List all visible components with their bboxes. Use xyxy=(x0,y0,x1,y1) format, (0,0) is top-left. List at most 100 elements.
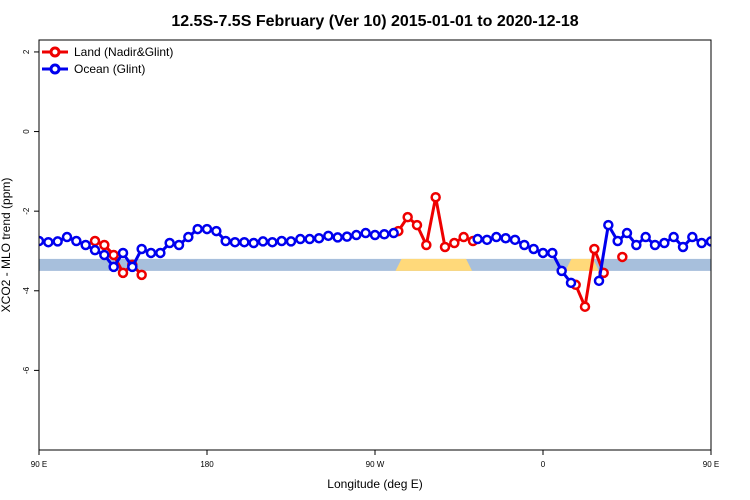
ocean-data-point xyxy=(285,236,297,247)
land-data-point xyxy=(108,249,119,261)
chart-title: 12.5S-7.5S February (Ver 10) 2015-01-01 … xyxy=(171,13,578,30)
legend-ocean-label: Ocean (Glint) xyxy=(74,62,145,76)
ocean-data-point xyxy=(631,239,642,251)
x-tick-label: 90 E xyxy=(703,460,719,469)
land-data-point xyxy=(421,239,432,251)
ocean-data-point xyxy=(61,231,73,243)
legend-ocean-marker xyxy=(49,63,61,75)
ocean-data-point xyxy=(304,233,315,245)
ocean-data-point xyxy=(332,232,343,243)
ocean-data-point xyxy=(726,237,734,245)
legend-entry-land: Land (Nadir&Glint) xyxy=(42,45,173,59)
ocean-data-point xyxy=(509,234,521,246)
ocean-data-point xyxy=(687,231,698,243)
ocean-data-point xyxy=(369,229,381,241)
series-layer xyxy=(39,191,750,312)
ocean-data-point xyxy=(248,237,259,249)
x-tick-label: 0 xyxy=(541,460,546,469)
ocean-data-point xyxy=(295,233,306,245)
ocean-data-point xyxy=(173,239,185,251)
ocean-data-point xyxy=(537,247,549,259)
ocean-data-point xyxy=(379,229,390,240)
ocean-data-point xyxy=(71,235,82,247)
ocean-data-point xyxy=(491,231,502,243)
ocean-data-point xyxy=(351,229,362,241)
land-data-point xyxy=(617,251,628,263)
ocean-data-point xyxy=(603,219,614,231)
x-axis: 90 E 180 90 W 0 90 E xyxy=(31,450,719,469)
ocean-data-point xyxy=(556,265,567,277)
ocean-data-point xyxy=(472,233,483,245)
y-axis: 2 0 -2 -4 -6 xyxy=(22,49,39,374)
ocean-data-point xyxy=(528,243,539,255)
ocean-data-point xyxy=(705,236,711,247)
land-data-point xyxy=(411,219,423,231)
legend-land-label: Land (Nadir&Glint) xyxy=(74,45,173,59)
land-series-line xyxy=(574,247,606,309)
ocean-data-point xyxy=(117,247,129,259)
ocean-data-point xyxy=(39,235,45,247)
ocean-data-point xyxy=(211,225,222,237)
ocean-data-point xyxy=(108,261,119,273)
ocean-data-point xyxy=(360,227,371,239)
land-data-point xyxy=(458,231,469,243)
ocean-data-point xyxy=(593,275,605,287)
land-band-segment xyxy=(395,258,473,271)
ocean-data-point xyxy=(481,234,493,246)
ocean-data-point xyxy=(164,237,175,249)
reference-band xyxy=(39,258,711,271)
ocean-data-point xyxy=(136,243,147,255)
legend-land-marker xyxy=(49,46,61,58)
ocean-band xyxy=(39,258,711,271)
ocean-data-point xyxy=(229,236,241,248)
ocean-data-point xyxy=(127,261,138,273)
ocean-data-point xyxy=(267,236,278,248)
ocean-data-point xyxy=(519,239,530,251)
ocean-data-point xyxy=(220,235,231,247)
y-tick-label: 0 xyxy=(22,129,31,134)
y-tick-label: -4 xyxy=(22,287,31,295)
ocean-data-point xyxy=(659,237,670,249)
ocean-data-point xyxy=(239,236,250,248)
ocean-data-point xyxy=(735,233,743,241)
ocean-data-point xyxy=(201,223,213,235)
ocean-data-point xyxy=(145,247,157,259)
land-data-point xyxy=(589,243,600,255)
x-tick-label: 90 W xyxy=(366,460,385,469)
ocean-data-point xyxy=(500,232,511,244)
ocean-data-point xyxy=(621,227,633,239)
land-data-point xyxy=(402,211,413,223)
ocean-data-point xyxy=(677,241,689,253)
x-tick-label: 90 E xyxy=(31,460,47,469)
ocean-data-point xyxy=(341,231,353,242)
legend-entry-ocean: Ocean (Glint) xyxy=(42,62,145,76)
land-data-point xyxy=(579,301,591,312)
ocean-data-point xyxy=(565,277,577,289)
land-data-point xyxy=(136,269,147,281)
ocean-data-point xyxy=(192,223,203,235)
ocean-data-point xyxy=(52,236,63,247)
y-tick-label: -2 xyxy=(22,207,31,215)
ocean-data-point xyxy=(547,247,558,259)
ocean-data-point xyxy=(257,236,269,247)
y-tick-label: 2 xyxy=(22,49,31,54)
ocean-data-point xyxy=(155,247,166,259)
ocean-data-point xyxy=(43,236,54,248)
y-tick-label: -6 xyxy=(22,366,31,374)
ocean-data-point xyxy=(323,230,334,242)
land-data-point xyxy=(449,237,460,249)
ocean-data-point xyxy=(640,231,651,243)
ocean-data-point xyxy=(696,237,707,249)
ocean-data-point xyxy=(744,238,750,246)
x-axis-label: Longitude (deg E) xyxy=(327,477,422,491)
ocean-data-point xyxy=(183,231,194,243)
x-tick-label: 180 xyxy=(200,460,214,469)
ocean-data-point xyxy=(99,249,110,261)
ocean-data-point xyxy=(668,231,679,243)
legend: Land (Nadir&Glint) Ocean (Glint) xyxy=(42,45,173,76)
ocean-data-point xyxy=(80,239,91,251)
land-data-point xyxy=(439,241,451,253)
land-data-point xyxy=(99,239,110,251)
ocean-data-point xyxy=(716,238,724,246)
